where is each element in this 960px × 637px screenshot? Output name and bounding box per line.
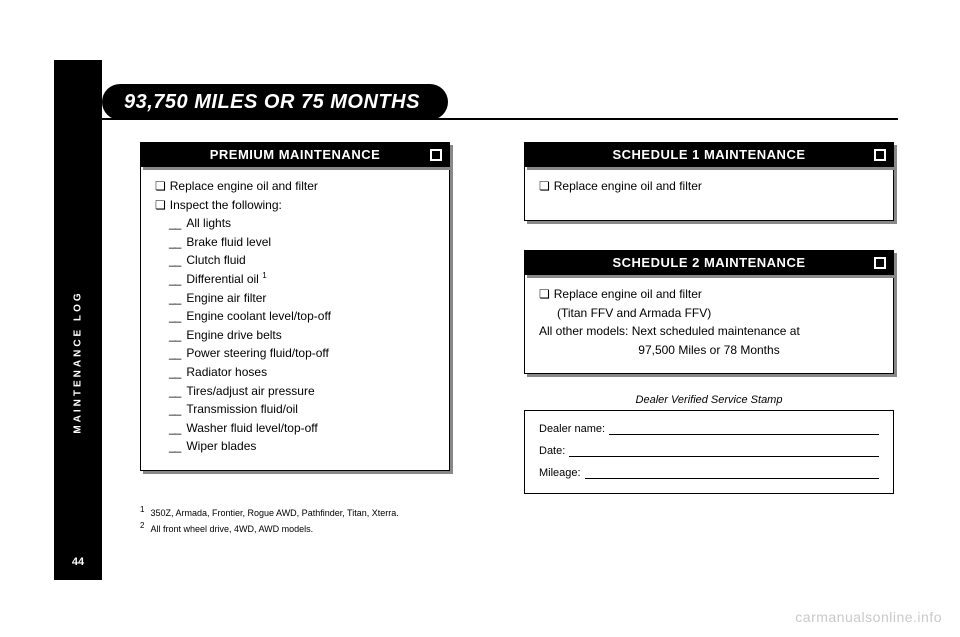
page-number: 44 [72,556,84,568]
list-item: __ Wiper blades [155,437,435,456]
list-item: __ Radiator hoses [155,363,435,382]
schedule1-title: SCHEDULE 1 MAINTENANCE [612,147,805,162]
checkbox-glyph: ❏ [155,179,166,193]
text: Replace engine oil and filter [554,179,702,193]
checkbox-glyph: ❏ [539,287,550,301]
blank-glyph: __ [169,309,180,323]
footnote-ref: 1 [262,271,266,280]
text: Power steering fluid/top-off [186,346,329,360]
schedule2-body: ❏ Replace engine oil and filter (Titan FF… [524,275,894,374]
blank-glyph: __ [169,384,180,398]
dealer-name-row: Dealer name: [539,423,879,435]
checkbox-icon [874,149,886,161]
text: 97,500 Miles or 78 Months [539,341,879,360]
checkbox-icon [874,257,886,269]
footnote: 2 All front wheel drive, 4WD, AWD models. [140,520,399,536]
premium-title: PREMIUM MAINTENANCE [210,147,381,162]
schedule2-card: SCHEDULE 2 MAINTENANCE ❏ Replace engine o… [524,250,894,374]
list-item: ❏ Replace engine oil and filter [539,285,879,304]
blank-glyph: __ [169,365,180,379]
sidebar-label: MAINTENANCE LOG [73,290,84,433]
text: Engine air filter [186,291,266,305]
list-item: __ Differential oil 1 [155,270,435,289]
schedule1-body: ❏ Replace engine oil and filter [524,167,894,221]
mileage-label: Mileage: [539,467,581,479]
text: Replace engine oil and filter [554,287,702,301]
footnotes: 1 350Z, Armada, Frontier, Rogue AWD, Path… [140,504,399,537]
text: Wiper blades [186,439,256,453]
list-item: __ Clutch fluid [155,251,435,270]
text: Inspect the following: [170,198,282,212]
list-item: __ Tires/adjust air pressure [155,382,435,401]
stamp-box: Dealer name: Date: Mileage: [524,410,894,494]
premium-header: PREMIUM MAINTENANCE [140,142,450,167]
list-item: ❏ Inspect the following: [155,196,435,215]
blank-glyph: __ [169,421,180,435]
list-item: __ Transmission fluid/oil [155,400,435,419]
text: Tires/adjust air pressure [186,384,314,398]
blank-line [569,445,879,457]
text: Clutch fluid [186,253,245,267]
premium-body: ❏ Replace engine oil and filter ❏ Inspect … [140,167,450,471]
blank-glyph: __ [169,439,180,453]
date-row: Date: [539,445,879,457]
list-item: __ Engine air filter [155,289,435,308]
schedule2-header: SCHEDULE 2 MAINTENANCE [524,250,894,275]
date-label: Date: [539,445,565,457]
list-item: ❏ Replace engine oil and filter [539,177,879,196]
checkbox-icon [430,149,442,161]
list-item: __ Engine drive belts [155,326,435,345]
blank-glyph: __ [169,291,180,305]
text: All lights [186,216,231,230]
blank-glyph: __ [169,346,180,360]
list-item: __ All lights [155,214,435,233]
text: Washer fluid level/top-off [186,421,317,435]
schedule2-title: SCHEDULE 2 MAINTENANCE [612,255,805,270]
watermark: carmanualsonline.info [795,609,942,625]
checkbox-glyph: ❏ [539,179,550,193]
text: Engine drive belts [186,328,281,342]
divider [102,118,898,120]
schedule1-header: SCHEDULE 1 MAINTENANCE [524,142,894,167]
checkbox-glyph: ❏ [155,198,166,212]
text: Replace engine oil and filter [170,179,318,193]
list-item: __ Washer fluid level/top-off [155,419,435,438]
text: Engine coolant level/top-off [186,309,331,323]
text: All other models: Next scheduled mainten… [539,322,879,341]
page-title: 93,750 MILES OR 75 MONTHS [102,84,448,120]
premium-card: PREMIUM MAINTENANCE ❏ Replace engine oil … [140,142,450,471]
footnote-text: 350Z, Armada, Frontier, Rogue AWD, Pathf… [150,508,398,518]
blank-line [585,467,879,479]
blank-line [609,423,879,435]
mileage-row: Mileage: [539,467,879,479]
blank-glyph: __ [169,328,180,342]
list-item: __ Brake fluid level [155,233,435,252]
blank-glyph: __ [169,253,180,267]
text: Differential oil [186,272,258,286]
sidebar: MAINTENANCE LOG 44 [54,60,102,580]
text: (Titan FFV and Armada FFV) [539,304,879,323]
list-item: __ Power steering fluid/top-off [155,344,435,363]
footnote-num: 2 [140,521,144,530]
list-item: ❏ Replace engine oil and filter [155,177,435,196]
blank-glyph: __ [169,235,180,249]
schedule1-card: SCHEDULE 1 MAINTENANCE ❏ Replace engine o… [524,142,894,221]
blank-glyph: __ [169,272,180,286]
footnote-num: 1 [140,505,144,514]
text: Radiator hoses [186,365,267,379]
stamp-title: Dealer Verified Service Stamp [524,394,894,406]
footnote: 1 350Z, Armada, Frontier, Rogue AWD, Path… [140,504,399,520]
footnote-text: All front wheel drive, 4WD, AWD models. [150,524,313,534]
blank-glyph: __ [169,216,180,230]
blank-glyph: __ [169,402,180,416]
text: Brake fluid level [186,235,271,249]
text: Transmission fluid/oil [186,402,298,416]
list-item: __ Engine coolant level/top-off [155,307,435,326]
dealer-name-label: Dealer name: [539,423,605,435]
